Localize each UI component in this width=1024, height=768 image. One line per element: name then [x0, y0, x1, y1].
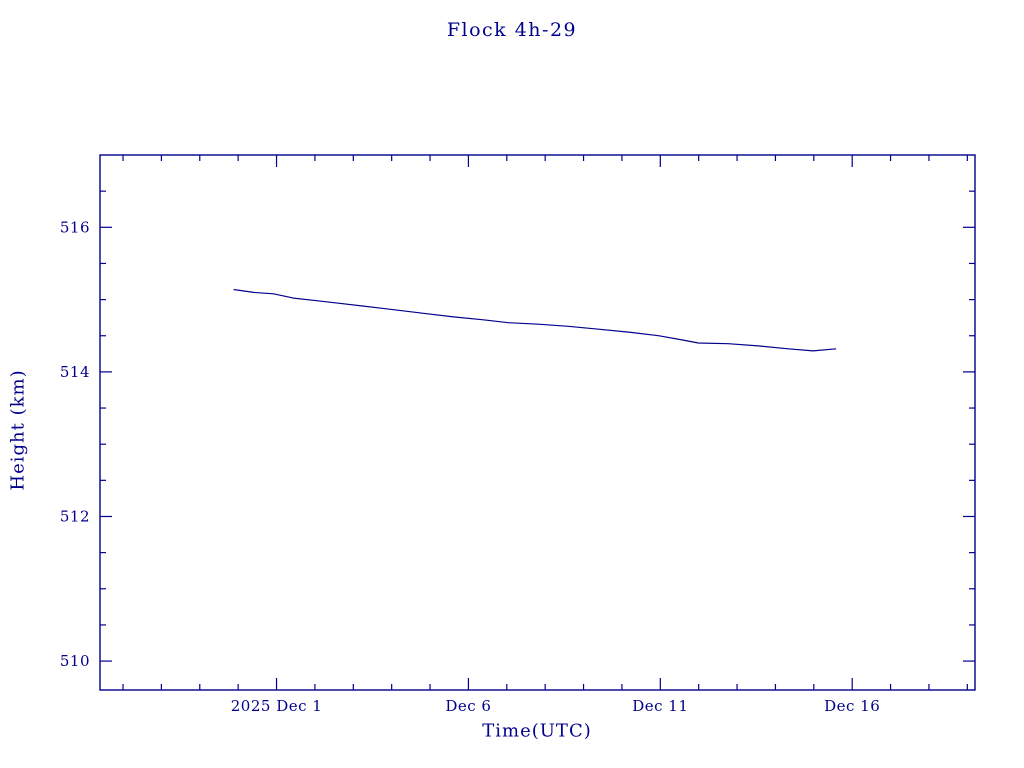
- x-axis-label: Time(UTC): [482, 720, 592, 742]
- x-tick-label: Dec 11: [632, 697, 688, 715]
- plot-box: [99, 154, 976, 691]
- x-tick-label: Dec 6: [445, 697, 491, 715]
- x-tick-label: Dec 16: [824, 697, 880, 715]
- y-tick-label: 514: [60, 363, 90, 381]
- y-tick-label: 510: [60, 652, 90, 670]
- x-tick-label: 2025 Dec 1: [231, 697, 323, 715]
- y-tick-label: 516: [60, 218, 90, 236]
- chart-title: Flock 4h-29: [446, 19, 578, 41]
- data-line-orbit-height-km: [233, 288, 837, 352]
- y-tick-label: 512: [60, 507, 90, 525]
